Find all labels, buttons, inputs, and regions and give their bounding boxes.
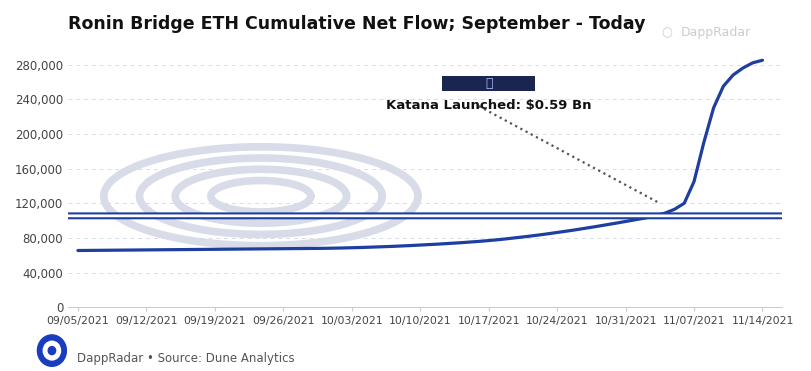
Circle shape [0,213,811,218]
Text: DappRadar • Source: Dune Analytics: DappRadar • Source: Dune Analytics [77,352,294,365]
FancyBboxPatch shape [442,76,535,91]
Text: Ronin Bridge ETH Cumulative Net Flow; September - Today: Ronin Bridge ETH Cumulative Net Flow; Se… [68,15,646,33]
Text: DappRadar: DappRadar [681,26,752,39]
Circle shape [37,335,67,366]
Text: Katana Launched: $0.59 Bn: Katana Launched: $0.59 Bn [386,99,591,112]
Text: ○: ○ [661,26,672,39]
Text: ⛨: ⛨ [485,77,492,90]
Circle shape [43,341,61,360]
Circle shape [48,347,56,355]
